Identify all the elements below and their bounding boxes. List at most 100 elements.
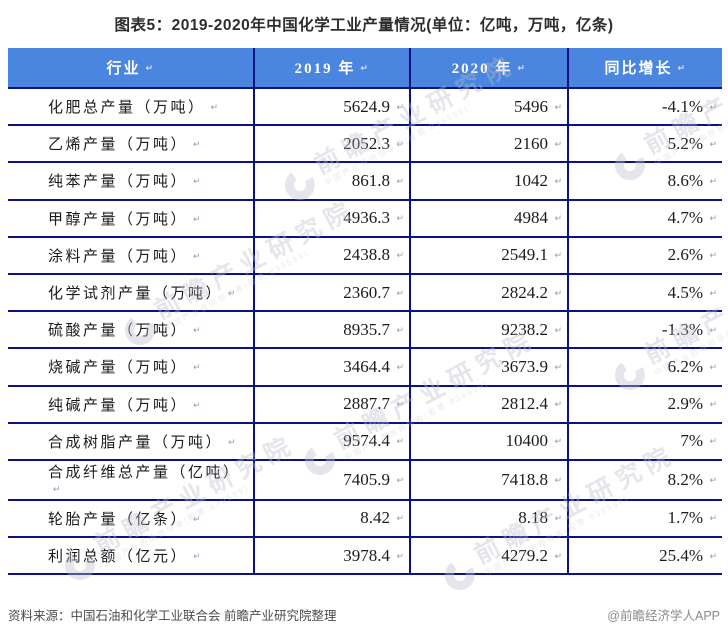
line-break-mark: ↵ <box>677 64 688 74</box>
line-break-mark: ↵ <box>53 484 64 495</box>
header-cell-2020: 2020 年 ↵ <box>409 48 568 89</box>
header-cell-industry: 行业 ↵ <box>8 48 254 89</box>
table-header: 行业 ↵ 2019 年 ↵ 2020 年 ↵ 同比增长 ↵ <box>8 48 722 89</box>
growth-cell: 8.2% <box>667 469 703 489</box>
production-data-table: 行业 ↵ 2019 年 ↵ 2020 年 ↵ 同比增长 ↵ 化肥总产量（万吨） ↵ 562… <box>8 48 722 576</box>
growth-cell: 5.2% <box>667 133 703 153</box>
growth-cell: 6.2% <box>667 356 703 376</box>
line-break-mark: ↵ <box>554 176 562 187</box>
industry-cell: 纯碱产量（万吨） <box>48 397 189 414</box>
growth-cell: -1.3% <box>661 319 703 339</box>
line-break-mark: ↵ <box>193 400 204 411</box>
line-break-mark: ↵ <box>228 289 239 300</box>
line-break-mark: ↵ <box>193 326 204 337</box>
line-break-mark: ↵ <box>709 551 717 562</box>
footer: 资料来源：中国石油和化学工业联合会 前瞻产业研究院整理 @前瞻经济学人APP <box>8 605 720 623</box>
line-break-mark: ↵ <box>709 475 717 486</box>
table-body: 化肥总产量（万吨） ↵ 5624.9 ↵ 5496 ↵ -4.1% ↵ 乙烯产量（万吨）… <box>8 88 722 576</box>
data-table-container: 行业 ↵ 2019 年 ↵ 2020 年 ↵ 同比增长 ↵ 化肥总产量（万吨） ↵ 562… <box>8 48 722 576</box>
line-break-mark: ↵ <box>396 362 404 373</box>
table-row: 合成树脂产量（万吨） ↵ 9574.4 ↵ 10400 ↵ 7% ↵ <box>8 422 722 461</box>
value-2019-cell: 9574.4 <box>343 431 390 451</box>
line-break-mark: ↵ <box>554 288 562 299</box>
value-2020-cell: 10400 <box>505 431 549 451</box>
line-break-mark: ↵ <box>554 475 562 486</box>
line-break-mark: ↵ <box>396 288 404 299</box>
line-break-mark: ↵ <box>709 214 717 225</box>
table-row: 纯碱产量（万吨） ↵ 2887.7 ↵ 2812.4 ↵ 2.9% ↵ <box>8 385 722 424</box>
line-break-mark: ↵ <box>396 437 404 448</box>
line-break-mark: ↵ <box>193 251 204 262</box>
app-credit: @前瞻经济学人APP <box>607 609 720 623</box>
line-break-mark: ↵ <box>396 551 404 562</box>
line-break-mark: ↵ <box>709 400 717 411</box>
line-break-mark: ↵ <box>396 325 404 336</box>
growth-cell: 8.6% <box>667 170 703 190</box>
industry-cell: 涂料产量（万吨） <box>48 248 189 265</box>
line-break-mark: ↵ <box>396 102 404 113</box>
growth-cell: 1.7% <box>667 508 703 528</box>
line-break-mark: ↵ <box>193 552 204 563</box>
line-break-mark: ↵ <box>554 214 562 225</box>
table-row: 化肥总产量（万吨） ↵ 5624.9 ↵ 5496 ↵ -4.1% ↵ <box>8 88 722 127</box>
value-2019-cell: 3978.4 <box>343 545 390 565</box>
line-break-mark: ↵ <box>193 363 204 374</box>
header-cell-2019: 2019 年 ↵ <box>253 48 410 89</box>
line-break-mark: ↵ <box>396 514 404 525</box>
industry-cell: 烧碱产量（万吨） <box>48 360 189 377</box>
line-break-mark: ↵ <box>396 139 404 150</box>
line-break-mark: ↵ <box>709 514 717 525</box>
line-break-mark: ↵ <box>396 214 404 225</box>
source-attribution: 资料来源：中国石油和化学工业联合会 前瞻产业研究院整理 <box>8 609 337 623</box>
industry-cell: 化肥总产量（万吨） <box>48 100 206 117</box>
line-break-mark: ↵ <box>709 102 717 113</box>
header-row: 行业 ↵ 2019 年 ↵ 2020 年 ↵ 同比增长 ↵ <box>8 48 722 89</box>
line-break-mark: ↵ <box>709 251 717 262</box>
industry-cell: 利润总额（亿元） <box>48 549 189 566</box>
value-2019-cell: 2887.7 <box>343 394 390 414</box>
value-2020-cell: 4279.2 <box>501 545 548 565</box>
line-break-mark: ↵ <box>145 64 156 74</box>
line-break-mark: ↵ <box>193 214 204 225</box>
line-break-mark: ↵ <box>709 362 717 373</box>
figure-title: 图表5：2019-2020年中国化学工业产量情况(单位：亿吨，万吨，亿条) <box>114 17 614 34</box>
line-break-mark: ↵ <box>210 103 221 114</box>
value-2019-cell: 2360.7 <box>343 282 390 302</box>
line-break-mark: ↵ <box>228 437 239 448</box>
line-break-mark: ↵ <box>709 288 717 299</box>
industry-cell: 轮胎产量（亿条） <box>48 511 189 528</box>
line-break-mark: ↵ <box>193 514 204 525</box>
table-row: 纯苯产量（万吨） ↵ 861.8 ↵ 1042 ↵ 8.6% ↵ <box>8 162 722 201</box>
industry-cell: 化学试剂产量（万吨） <box>48 286 224 303</box>
line-break-mark: ↵ <box>709 139 717 150</box>
table-row: 合成纤维总产量（亿吨） ↵ 7405.9 ↵ 7418.8 ↵ 8.2% ↵ <box>8 459 722 501</box>
line-break-mark: ↵ <box>396 251 404 262</box>
value-2019-cell: 4936.3 <box>343 208 390 228</box>
line-break-mark: ↵ <box>554 514 562 525</box>
value-2020-cell: 5496 <box>514 96 548 116</box>
line-break-mark: ↵ <box>554 251 562 262</box>
industry-cell: 纯苯产量（万吨） <box>48 174 189 191</box>
line-break-mark: ↵ <box>554 139 562 150</box>
value-2019-cell: 861.8 <box>351 170 390 190</box>
value-2020-cell: 1042 <box>514 170 548 190</box>
table-row: 乙烯产量（万吨） ↵ 2052.3 ↵ 2160 ↵ 5.2% ↵ <box>8 125 722 164</box>
value-2020-cell: 4984 <box>514 208 548 228</box>
line-break-mark: ↵ <box>554 437 562 448</box>
line-break-mark: ↵ <box>396 176 404 187</box>
growth-cell: -4.1% <box>661 96 703 116</box>
value-2020-cell: 7418.8 <box>501 469 548 489</box>
table-row: 甲醇产量（万吨） ↵ 4936.3 ↵ 4984 ↵ 4.7% ↵ <box>8 199 722 238</box>
value-2019-cell: 3464.4 <box>343 356 390 376</box>
value-2020-cell: 2824.2 <box>501 282 548 302</box>
line-break-mark: ↵ <box>709 176 717 187</box>
line-break-mark: ↵ <box>554 551 562 562</box>
value-2019-cell: 8935.7 <box>343 319 390 339</box>
value-2019-cell: 7405.9 <box>343 469 390 489</box>
table-row: 硫酸产量（万吨） ↵ 8935.7 ↵ 9238.2 ↵ -1.3% ↵ <box>8 311 722 350</box>
industry-cell: 合成树脂产量（万吨） <box>48 434 224 451</box>
industry-cell: 乙烯产量（万吨） <box>48 137 189 154</box>
value-2020-cell: 8.18 <box>518 508 548 528</box>
value-2019-cell: 2052.3 <box>343 133 390 153</box>
growth-cell: 25.4% <box>659 545 703 565</box>
